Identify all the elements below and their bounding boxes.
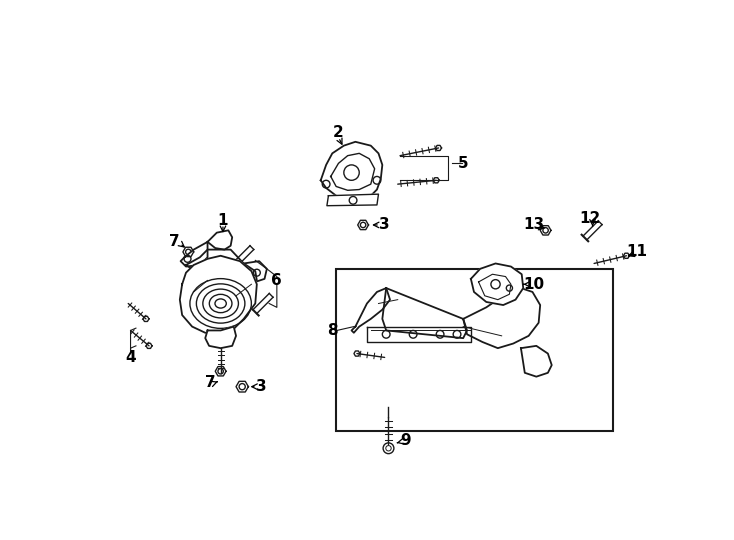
Text: 13: 13 [523,217,545,232]
Polygon shape [463,288,540,348]
Polygon shape [327,194,379,206]
Text: 12: 12 [580,211,601,226]
Polygon shape [180,256,257,334]
Text: 8: 8 [327,323,338,338]
Polygon shape [521,346,552,377]
Polygon shape [367,327,471,342]
Polygon shape [206,327,236,348]
Polygon shape [352,288,390,333]
Text: 4: 4 [126,350,136,365]
Text: 1: 1 [218,213,228,228]
Text: 3: 3 [256,379,266,394]
Text: 2: 2 [333,125,344,140]
Polygon shape [186,249,257,296]
Polygon shape [331,153,374,190]
Text: 7: 7 [206,375,216,390]
Text: 9: 9 [400,433,411,448]
Polygon shape [244,261,267,282]
Polygon shape [471,264,523,305]
Text: 5: 5 [458,156,468,171]
Text: 7: 7 [169,234,180,249]
Text: 3: 3 [379,218,390,232]
Text: 10: 10 [523,276,545,292]
Polygon shape [208,231,232,249]
Ellipse shape [190,279,251,328]
Polygon shape [382,288,467,338]
Polygon shape [181,242,208,267]
Polygon shape [321,142,382,200]
Bar [336,269,614,430]
Text: 6: 6 [272,273,282,288]
Text: 11: 11 [626,244,647,259]
